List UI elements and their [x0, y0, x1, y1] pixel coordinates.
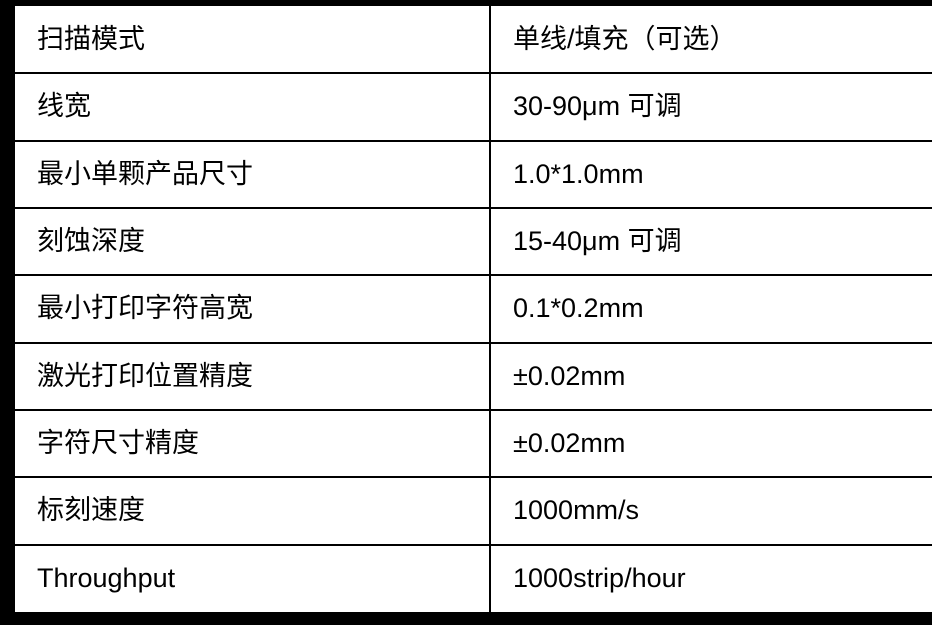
value-cell: 1.0*1.0mm: [490, 140, 932, 209]
parameter-cell: 线宽: [15, 73, 491, 142]
value-cell: 30-90μm 可调: [490, 73, 932, 142]
parameter-cell: 字符尺寸精度: [15, 409, 491, 479]
table-row: 线宽 30-90μm 可调: [15, 73, 932, 142]
value-cell: 单线/填充（可选）: [490, 6, 932, 75]
table-body: 扫描模式 单线/填充（可选） 线宽 30-90μm 可调 最小单颗产品尺寸 1.…: [15, 6, 932, 612]
parameter-cell: 最小单颗产品尺寸: [15, 140, 491, 209]
parameter-cell: 最小打印字符高宽: [15, 275, 491, 344]
table-row: 扫描模式 单线/填充（可选）: [15, 6, 932, 75]
value-cell: 1000mm/s: [490, 477, 932, 546]
table-row: 最小单颗产品尺寸 1.0*1.0mm: [15, 140, 932, 209]
value-cell: 15-40μm 可调: [490, 207, 932, 277]
table-row: 激光打印位置精度 ±0.02mm: [15, 342, 932, 411]
parameter-cell: Throughput: [15, 544, 491, 612]
value-cell: ±0.02mm: [490, 409, 932, 479]
table-row: 刻蚀深度 15-40μm 可调: [15, 207, 932, 277]
parameter-cell: 激光打印位置精度: [15, 342, 491, 411]
value-cell: 0.1*0.2mm: [490, 275, 932, 344]
value-cell: ±0.02mm: [490, 342, 932, 411]
parameter-cell: 扫描模式: [15, 6, 491, 75]
value-cell: 1000strip/hour: [513, 563, 686, 594]
table-row: 标刻速度 1000mm/s: [15, 477, 932, 546]
table-row: 字符尺寸精度 ±0.02mm: [15, 409, 932, 479]
table-row: 最小打印字符高宽 0.1*0.2mm: [15, 275, 932, 344]
parameter-cell: 刻蚀深度: [15, 207, 491, 277]
parameter-cell: 标刻速度: [15, 477, 491, 546]
specification-table: 扫描模式 单线/填充（可选） 线宽 30-90μm 可调 最小单颗产品尺寸 1.…: [15, 6, 932, 612]
table-row: Throughput 1000strip/hour: [15, 544, 932, 612]
